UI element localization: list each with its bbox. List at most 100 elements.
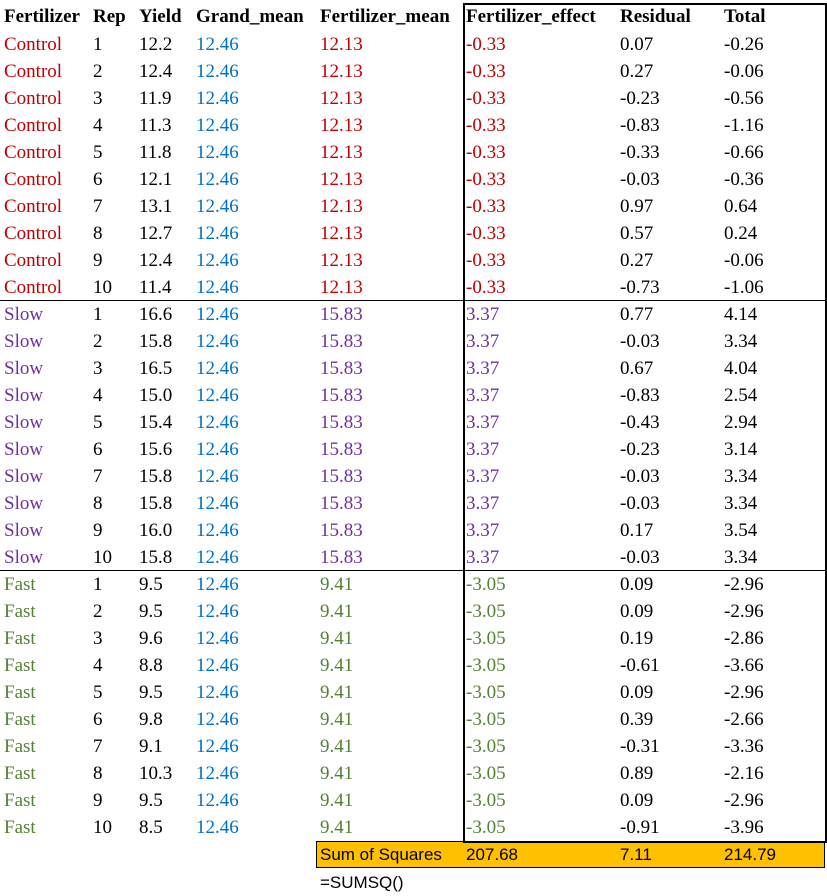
table-cell: 3.34 [724, 547, 758, 568]
table-cell: 12.46 [196, 817, 239, 838]
group-separator [0, 570, 825, 571]
table-cell: -2.96 [724, 574, 764, 595]
table-cell: 11.4 [139, 277, 172, 298]
table-cell: 10.3 [139, 763, 173, 784]
table-cell: 2.94 [724, 412, 758, 433]
table-cell: -0.33 [466, 88, 506, 109]
table-cell: Slow [4, 304, 44, 325]
table-cell: 9.41 [320, 628, 354, 649]
table-cell: 10 [93, 277, 112, 298]
table-cell: 12.13 [320, 88, 363, 109]
table-cell: 3 [93, 358, 103, 379]
table-cell: 9 [93, 790, 103, 811]
table-cell: 3.37 [466, 520, 500, 541]
table-cell: Slow [4, 358, 44, 379]
table-cell: 15.8 [139, 493, 173, 514]
table-cell: Fast [4, 763, 36, 784]
table-cell: 3.34 [724, 466, 758, 487]
table-cell: 12.46 [196, 142, 239, 163]
formula-note: =SUMSQ() [320, 873, 404, 892]
table-cell: 9.41 [320, 763, 354, 784]
sum-value: 7.11 [620, 845, 652, 864]
column-header: Fertilizer [4, 6, 80, 27]
table-cell: Control [4, 250, 63, 271]
table-cell: 16.5 [139, 358, 173, 379]
table-cell: -0.33 [466, 142, 506, 163]
table-cell: 7 [93, 736, 103, 757]
table-cell: Control [4, 61, 63, 82]
table-cell: Control [4, 196, 63, 217]
table-cell: 12.7 [139, 223, 173, 244]
table-cell: Fast [4, 574, 36, 595]
table-cell: Slow [4, 547, 44, 568]
table-cell: 9.6 [139, 628, 163, 649]
table-cell: -0.83 [620, 385, 660, 406]
table-cell: Slow [4, 493, 44, 514]
table-cell: 10 [93, 547, 112, 568]
table-cell: -0.03 [620, 466, 660, 487]
table-cell: -0.23 [620, 439, 660, 460]
table-cell: 12.46 [196, 466, 239, 487]
table-cell: -3.05 [466, 790, 506, 811]
table-cell: 6 [93, 439, 103, 460]
table-cell: 0.57 [620, 223, 654, 244]
table-cell: 12.46 [196, 601, 239, 622]
table-cell: Fast [4, 817, 36, 838]
table-cell: 12.2 [139, 34, 173, 55]
table-cell: 0.09 [620, 682, 654, 703]
table-cell: Slow [4, 331, 44, 352]
table-cell: 12.46 [196, 439, 239, 460]
table-cell: 1 [93, 574, 103, 595]
table-cell: 12.46 [196, 331, 239, 352]
table-cell: 3.37 [466, 439, 500, 460]
table-cell: Slow [4, 520, 44, 541]
table-cell: Control [4, 169, 63, 190]
table-cell: 15.83 [320, 412, 363, 433]
table-cell: 9.41 [320, 709, 354, 730]
table-cell: 4 [93, 385, 103, 406]
table-cell: 10 [93, 817, 112, 838]
table-cell: 12.13 [320, 196, 363, 217]
table-cell: -0.26 [724, 34, 764, 55]
table-cell: -2.96 [724, 601, 764, 622]
table-cell: Control [4, 277, 63, 298]
table-cell: 15.83 [320, 493, 363, 514]
table-cell: 13.1 [139, 196, 173, 217]
table-cell: 12.46 [196, 709, 239, 730]
table-cell: 3.37 [466, 385, 500, 406]
table-cell: 12.13 [320, 223, 363, 244]
table-cell: 9.41 [320, 682, 354, 703]
table-cell: 12.46 [196, 304, 239, 325]
table-cell: 0.24 [724, 223, 758, 244]
table-cell: -0.03 [620, 331, 660, 352]
table-cell: 12.46 [196, 790, 239, 811]
group-separator [0, 300, 825, 301]
table-cell: 15.83 [320, 547, 363, 568]
table-cell: 12.46 [196, 34, 239, 55]
table-cell: -3.05 [466, 601, 506, 622]
table-cell: 9.5 [139, 574, 163, 595]
table-cell: 12.4 [139, 61, 173, 82]
table-cell: 3.34 [724, 331, 758, 352]
table-cell: 9.41 [320, 574, 354, 595]
table-cell: -2.66 [724, 709, 764, 730]
table-cell: 15.4 [139, 412, 173, 433]
table-cell: -0.23 [620, 88, 660, 109]
table-cell: 12.46 [196, 115, 239, 136]
table-cell: -3.36 [724, 736, 764, 757]
table-cell: 12.46 [196, 196, 239, 217]
table-cell: 12.46 [196, 412, 239, 433]
table-cell: 2 [93, 601, 103, 622]
table-cell: 0.17 [620, 520, 654, 541]
table-cell: 15.83 [320, 358, 363, 379]
table-cell: -0.33 [466, 196, 506, 217]
table-cell: 15.83 [320, 520, 363, 541]
table-cell: 12.13 [320, 61, 363, 82]
table-cell: Fast [4, 682, 36, 703]
table-cell: -2.96 [724, 682, 764, 703]
table-cell: -0.33 [466, 61, 506, 82]
table-cell: Control [4, 34, 63, 55]
table-cell: 3.37 [466, 493, 500, 514]
table-cell: Slow [4, 439, 44, 460]
table-cell: 2 [93, 331, 103, 352]
